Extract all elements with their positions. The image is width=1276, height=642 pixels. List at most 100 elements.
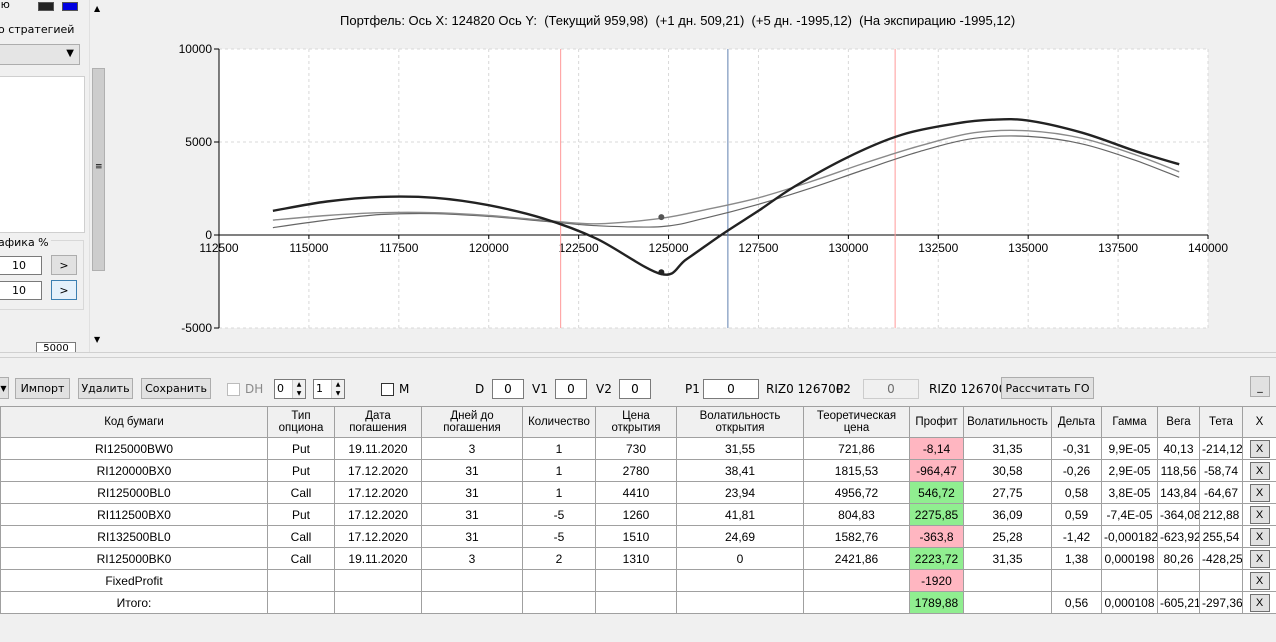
column-header[interactable]: Профит xyxy=(909,406,964,438)
table-cell[interactable] xyxy=(267,591,335,614)
table-cell[interactable]: 143,84 xyxy=(1157,481,1200,504)
table-cell[interactable]: 17.12.2020 xyxy=(334,503,422,526)
row-delete-cell[interactable]: X xyxy=(1242,503,1276,526)
delete-row-button[interactable]: X xyxy=(1249,439,1270,458)
table-cell[interactable]: -297,36 xyxy=(1199,591,1243,614)
m-checkbox[interactable] xyxy=(381,383,394,396)
table-row[interactable]: RI125000BL0 Call 17.12.2020 31 1 4410 23,94 495… xyxy=(0,481,1276,504)
table-cell[interactable]: 212,88 xyxy=(1199,503,1243,526)
table-cell[interactable]: 1582,76 xyxy=(803,525,910,548)
table-cell[interactable]: 31,55 xyxy=(676,437,804,460)
delete-row-button[interactable]: X xyxy=(1249,593,1270,612)
table-cell[interactable]: -214,12 xyxy=(1199,437,1243,460)
column-header[interactable]: Дней до погашения xyxy=(421,406,523,438)
delete-row-button[interactable]: X xyxy=(1249,549,1270,568)
scroll-up-icon[interactable]: ▲ xyxy=(94,4,101,13)
calculate-go-button[interactable]: Рассчитать ГО xyxy=(1001,377,1094,399)
table-cell[interactable]: Put xyxy=(267,503,335,526)
table-cell[interactable] xyxy=(595,591,677,614)
profit-cell[interactable]: 2223,72 xyxy=(909,547,964,570)
table-cell[interactable]: 0,56 xyxy=(1051,591,1102,614)
table-cell[interactable]: 25,28 xyxy=(963,525,1052,548)
table-cell[interactable]: -5 xyxy=(522,525,596,548)
table-cell[interactable]: RI125000BK0 xyxy=(0,547,268,570)
table-cell[interactable]: -364,08 xyxy=(1157,503,1200,526)
table-cell[interactable]: Итого: xyxy=(0,591,268,614)
profit-cell[interactable]: 1789,88 xyxy=(909,591,964,614)
table-cell[interactable]: 2421,86 xyxy=(803,547,910,570)
table-cell[interactable] xyxy=(421,591,523,614)
color-swatch-blue[interactable] xyxy=(62,2,78,11)
v2-input[interactable]: 0 xyxy=(619,379,651,399)
tab-expiration-label[interactable]: цию xyxy=(0,0,10,11)
table-cell[interactable]: RI120000BX0 xyxy=(0,459,268,482)
spin-input-1[interactable]: 0 ▲ ▼ xyxy=(274,379,306,399)
table-cell[interactable]: FixedProfit xyxy=(0,569,268,592)
table-cell[interactable]: 1,38 xyxy=(1051,547,1102,570)
table-cell[interactable]: Call xyxy=(267,547,335,570)
column-header[interactable]: Количество xyxy=(522,406,596,438)
table-cell[interactable]: 1 xyxy=(522,437,596,460)
table-cell[interactable]: 24,69 xyxy=(676,525,804,548)
column-header[interactable]: Гамма xyxy=(1101,406,1158,438)
table-cell[interactable] xyxy=(1199,569,1243,592)
row-delete-cell[interactable]: X xyxy=(1242,525,1276,548)
table-cell[interactable]: 19.11.2020 xyxy=(334,437,422,460)
table-cell[interactable]: 9,9E-05 xyxy=(1101,437,1158,460)
table-cell[interactable]: -0,26 xyxy=(1051,459,1102,482)
percent-field-2[interactable]: 10 xyxy=(0,281,42,300)
profit-cell[interactable]: -363,8 xyxy=(909,525,964,548)
table-cell[interactable]: Call xyxy=(267,481,335,504)
table-cell[interactable]: 804,83 xyxy=(803,503,910,526)
table-cell[interactable]: 118,56 xyxy=(1157,459,1200,482)
column-header[interactable]: Дельта xyxy=(1051,406,1102,438)
panel-splitter[interactable] xyxy=(0,352,1276,358)
import-button[interactable]: Импорт xyxy=(15,378,70,399)
table-cell[interactable]: 31,35 xyxy=(963,547,1052,570)
table-cell[interactable]: 4956,72 xyxy=(803,481,910,504)
column-header[interactable]: Тип опциона xyxy=(267,406,335,438)
minimize-button[interactable]: _ xyxy=(1250,376,1270,397)
table-cell[interactable] xyxy=(334,591,422,614)
table-cell[interactable] xyxy=(1157,569,1200,592)
table-cell[interactable]: 80,26 xyxy=(1157,547,1200,570)
column-header[interactable]: Тета xyxy=(1199,406,1243,438)
table-cell[interactable]: -605,21 xyxy=(1157,591,1200,614)
table-row[interactable]: FixedProfit -1920 X xyxy=(0,569,1276,592)
color-swatch-black[interactable] xyxy=(38,2,54,11)
column-header[interactable]: Волатильность xyxy=(963,406,1052,438)
table-cell[interactable]: -64,67 xyxy=(1199,481,1243,504)
table-cell[interactable]: 40,13 xyxy=(1157,437,1200,460)
table-cell[interactable]: -7,4E-05 xyxy=(1101,503,1158,526)
strategy-list[interactable] xyxy=(0,76,85,233)
table-cell[interactable] xyxy=(522,591,596,614)
column-header[interactable]: Теоретическая цена xyxy=(803,406,910,438)
table-cell[interactable]: 1310 xyxy=(595,547,677,570)
table-cell[interactable]: 23,94 xyxy=(676,481,804,504)
row-delete-cell[interactable]: X xyxy=(1242,459,1276,482)
delete-button[interactable]: Удалить xyxy=(78,378,133,399)
table-cell[interactable]: 2 xyxy=(522,547,596,570)
column-header[interactable]: Код бумаги xyxy=(0,406,268,438)
table-cell[interactable]: 0 xyxy=(676,547,804,570)
table-row[interactable]: Итого: 1789,88 0,56 0,000108 -605,21 -297,36 X xyxy=(0,591,1276,614)
table-cell[interactable]: 1510 xyxy=(595,525,677,548)
row-delete-cell[interactable]: X xyxy=(1242,481,1276,504)
column-header[interactable]: Цена открытия xyxy=(595,406,677,438)
spin-down-icon[interactable]: ▼ xyxy=(293,389,305,398)
table-cell[interactable]: 255,54 xyxy=(1199,525,1243,548)
table-cell[interactable]: 721,86 xyxy=(803,437,910,460)
table-cell[interactable] xyxy=(1051,569,1102,592)
table-cell[interactable]: 2,9E-05 xyxy=(1101,459,1158,482)
table-cell[interactable]: 31 xyxy=(421,481,523,504)
profit-cell[interactable]: -964,47 xyxy=(909,459,964,482)
spin-up-icon[interactable]: ▲ xyxy=(293,380,305,389)
table-cell[interactable]: -623,92 xyxy=(1157,525,1200,548)
table-cell[interactable]: -5 xyxy=(522,503,596,526)
table-cell[interactable]: 1 xyxy=(522,459,596,482)
table-cell[interactable] xyxy=(334,569,422,592)
table-cell[interactable] xyxy=(676,569,804,592)
delete-row-button[interactable]: X xyxy=(1249,483,1270,502)
column-header[interactable]: Вега xyxy=(1157,406,1200,438)
table-cell[interactable]: 31,35 xyxy=(963,437,1052,460)
